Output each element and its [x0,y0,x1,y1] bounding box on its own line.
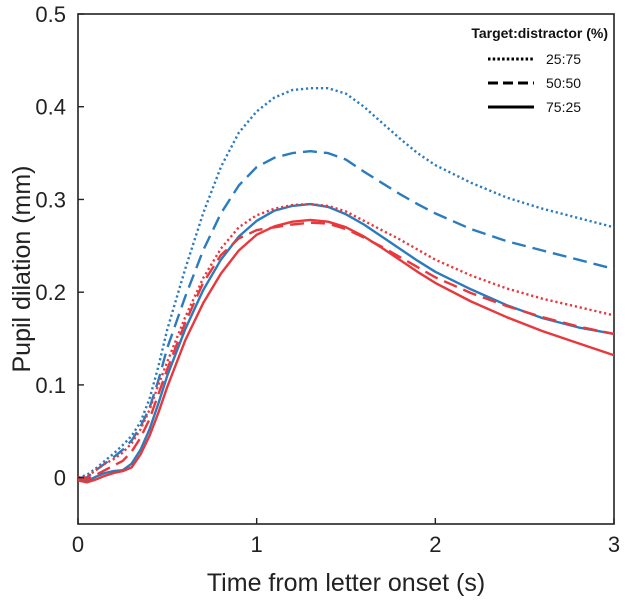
y-tick-label: 0.1 [35,373,66,398]
series-line-blue-dashed [78,149,615,479]
series-line-red-dashed [77,221,615,481]
x-tick-label: 2 [429,532,441,557]
legend-label: 25:75 [546,51,581,67]
y-tick-label: 0.5 [35,2,66,27]
y-axis-label: Pupil dilation (mm) [8,165,36,372]
plot-area: 0 1 2 3 0 0.1 0.2 0.3 0.4 0.5 [35,2,620,557]
y-tick-label: 0 [54,466,66,491]
x-ticks: 0 1 2 3 [72,518,620,557]
legend-label: 75:25 [546,99,581,115]
series-line-blue-dotted [77,86,615,479]
legend-title: Target:distractor (%) [471,25,608,41]
x-tick-label: 3 [608,532,620,557]
series-line-red-solid [77,218,615,484]
x-tick-label: 1 [251,532,263,557]
series-layer [77,86,615,484]
series-line-red-dotted [77,202,615,479]
y-tick-label: 0.4 [35,95,66,120]
y-tick-label: 0.2 [35,280,66,305]
y-ticks: 0 0.1 0.2 0.3 0.4 0.5 [35,2,84,491]
x-tick-label: 0 [72,532,84,557]
x-axis-label: Time from letter onset (s) [207,569,485,597]
y-tick-label: 0.3 [35,187,66,212]
legend: Target:distractor (%) 25:75 50:50 75:25 [471,25,608,115]
legend-label: 50:50 [546,75,581,91]
series-line-blue-solid [77,202,615,483]
axes-box [77,13,615,525]
legend-entries: 25:75 50:50 75:25 [488,51,581,115]
